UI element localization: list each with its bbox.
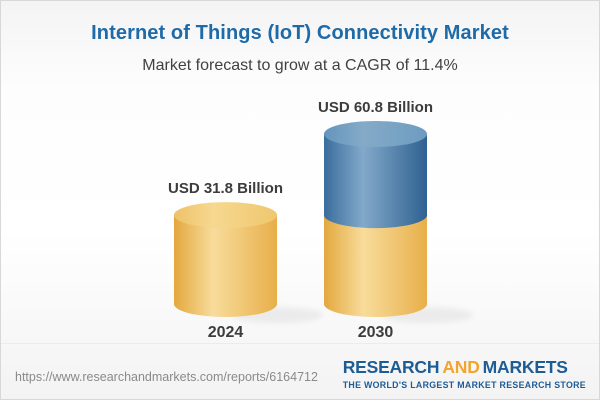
logo-wordmark: RESEARCH AND MARKETS xyxy=(342,357,586,377)
logo-word-and: AND xyxy=(442,357,480,377)
cylinder-bar-2024: USD 31.8 Billion 2024 xyxy=(168,180,324,341)
page-subtitle: Market forecast to grow at a CAGR of 11.… xyxy=(142,57,458,74)
cylinder-top-cap xyxy=(174,202,277,229)
year-label-2024: 2024 xyxy=(208,324,244,341)
segment-growth-to-2030 xyxy=(324,134,427,229)
footer-divider xyxy=(1,343,599,344)
logo-tagline: THE WORLD'S LARGEST MARKET RESEARCH STOR… xyxy=(342,379,586,390)
segment-2024-base xyxy=(174,215,277,317)
research-and-markets-logo: RESEARCH AND MARKETS THE WORLD'S LARGEST M… xyxy=(342,357,586,390)
report-url-link[interactable]: https://www.researchandmarkets.com/repor… xyxy=(15,370,318,384)
value-label-2024: USD 31.8 Billion xyxy=(168,180,283,197)
page-title: Internet of Things (IoT) Connectivity Ma… xyxy=(91,22,509,44)
cylinder-bar-2030: USD 60.8 Billion 2030 xyxy=(318,99,474,341)
logo-word-research: RESEARCH xyxy=(342,357,440,377)
logo-word-markets: MARKETS xyxy=(482,357,568,377)
year-label-2030: 2030 xyxy=(358,324,394,341)
value-label-2030: USD 60.8 Billion xyxy=(318,99,433,116)
cylinder-bar-chart: USD 31.8 Billion 2024 USD 60.8 Billion 2030 xyxy=(168,99,474,341)
cylinder-top-cap xyxy=(324,121,427,147)
segment-2024-base xyxy=(324,215,427,317)
